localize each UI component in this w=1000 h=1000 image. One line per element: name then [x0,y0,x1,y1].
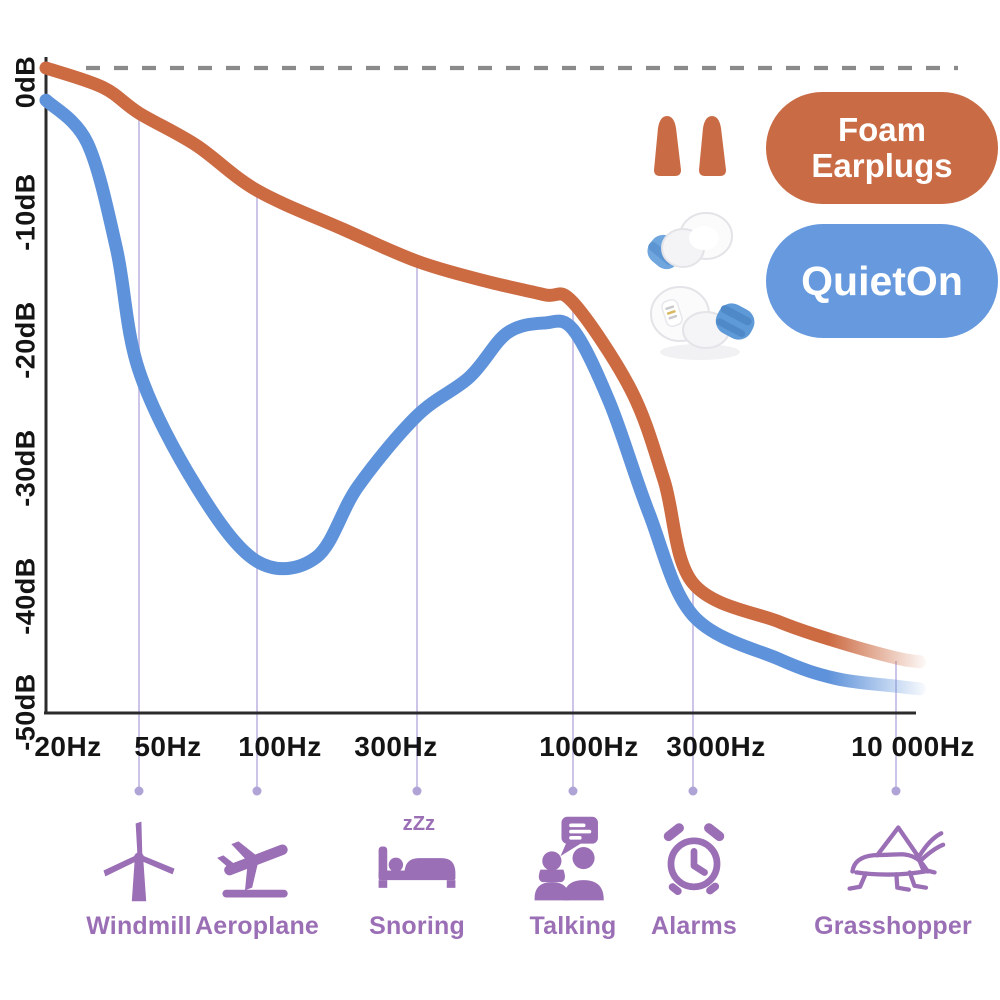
y-tick-label: -10dB [10,173,40,251]
x-axis-labels: 20Hz 50Hz 100Hz 300Hz 1000Hz 3000Hz 10 0… [34,731,975,762]
x-tick-label: 3000Hz [666,731,766,762]
frequency-connector-lines [134,116,901,796]
y-tick-label: -50dB [10,673,40,751]
sound-label-grasshopper: Grasshopper [814,912,972,940]
grasshopper-icon [846,825,945,892]
x-tick-label: 1000Hz [539,731,639,762]
quieton-legend-pill: QuietOn [766,224,998,338]
quieton-earbuds-image [647,212,755,360]
foam-earplugs-legend-text: Foam Earplugs [811,112,952,183]
foam-earplugs-legend-pill: Foam Earplugs [766,92,998,204]
quieton-curve [39,93,927,696]
earbud-bottom [650,286,755,360]
earbud-top [647,212,733,270]
y-tick-label: -20dB [10,301,40,379]
talking-icon [534,816,604,901]
foam-legend-line1: Foam [837,111,926,149]
x-tick-label: 50Hz [134,731,201,762]
sound-column-snoring: zZz Snoring [332,812,502,941]
sound-label-alarms: Alarms [651,912,737,940]
sound-column-windmill: Windmill [54,812,224,941]
connector-dot [252,786,262,796]
y-tick-label: 0dB [10,56,40,109]
y-tick-label: -30dB [10,429,40,507]
connector-dot [891,786,901,796]
curves [39,61,927,696]
snoring-icon: zZz [378,813,456,888]
x-tick-label: 10 000Hz [851,731,975,762]
foam-legend-line2: Earplugs [811,147,953,184]
x-tick-label: 20Hz [34,731,101,762]
sound-column-grasshopper: Grasshopper [808,812,978,941]
sound-label-aeroplane: Aeroplane [194,912,320,940]
windmill-icon [103,821,175,902]
sound-label-windmill: Windmill [86,912,192,940]
sound-label-snoring: Snoring [369,912,465,940]
y-axis-labels: 0dB -10dB -20dB -30dB -40dB -50dB [10,56,40,751]
foam-earplugs-icon [654,116,726,176]
alarm-clock-icon [663,823,725,896]
x-tick-label: 100Hz [238,731,321,762]
foam-curve [39,61,927,669]
x-tick-label: 300Hz [354,731,437,762]
zzz-text: zZz [403,813,435,835]
axes [44,57,916,715]
quieton-legend-text: QuietOn [801,257,963,304]
connector-dot [568,786,578,796]
connector-dot [412,786,422,796]
sound-label-talking: Talking [529,912,617,940]
sound-column-aeroplane: Aeroplane [172,812,342,941]
sound-column-talking: Talking [488,812,658,941]
sound-column-alarms: Alarms [609,812,779,941]
y-tick-label: -40dB [10,557,40,635]
connector-dot [134,786,144,796]
connector-dot [688,786,698,796]
aeroplane-icon [217,841,288,898]
